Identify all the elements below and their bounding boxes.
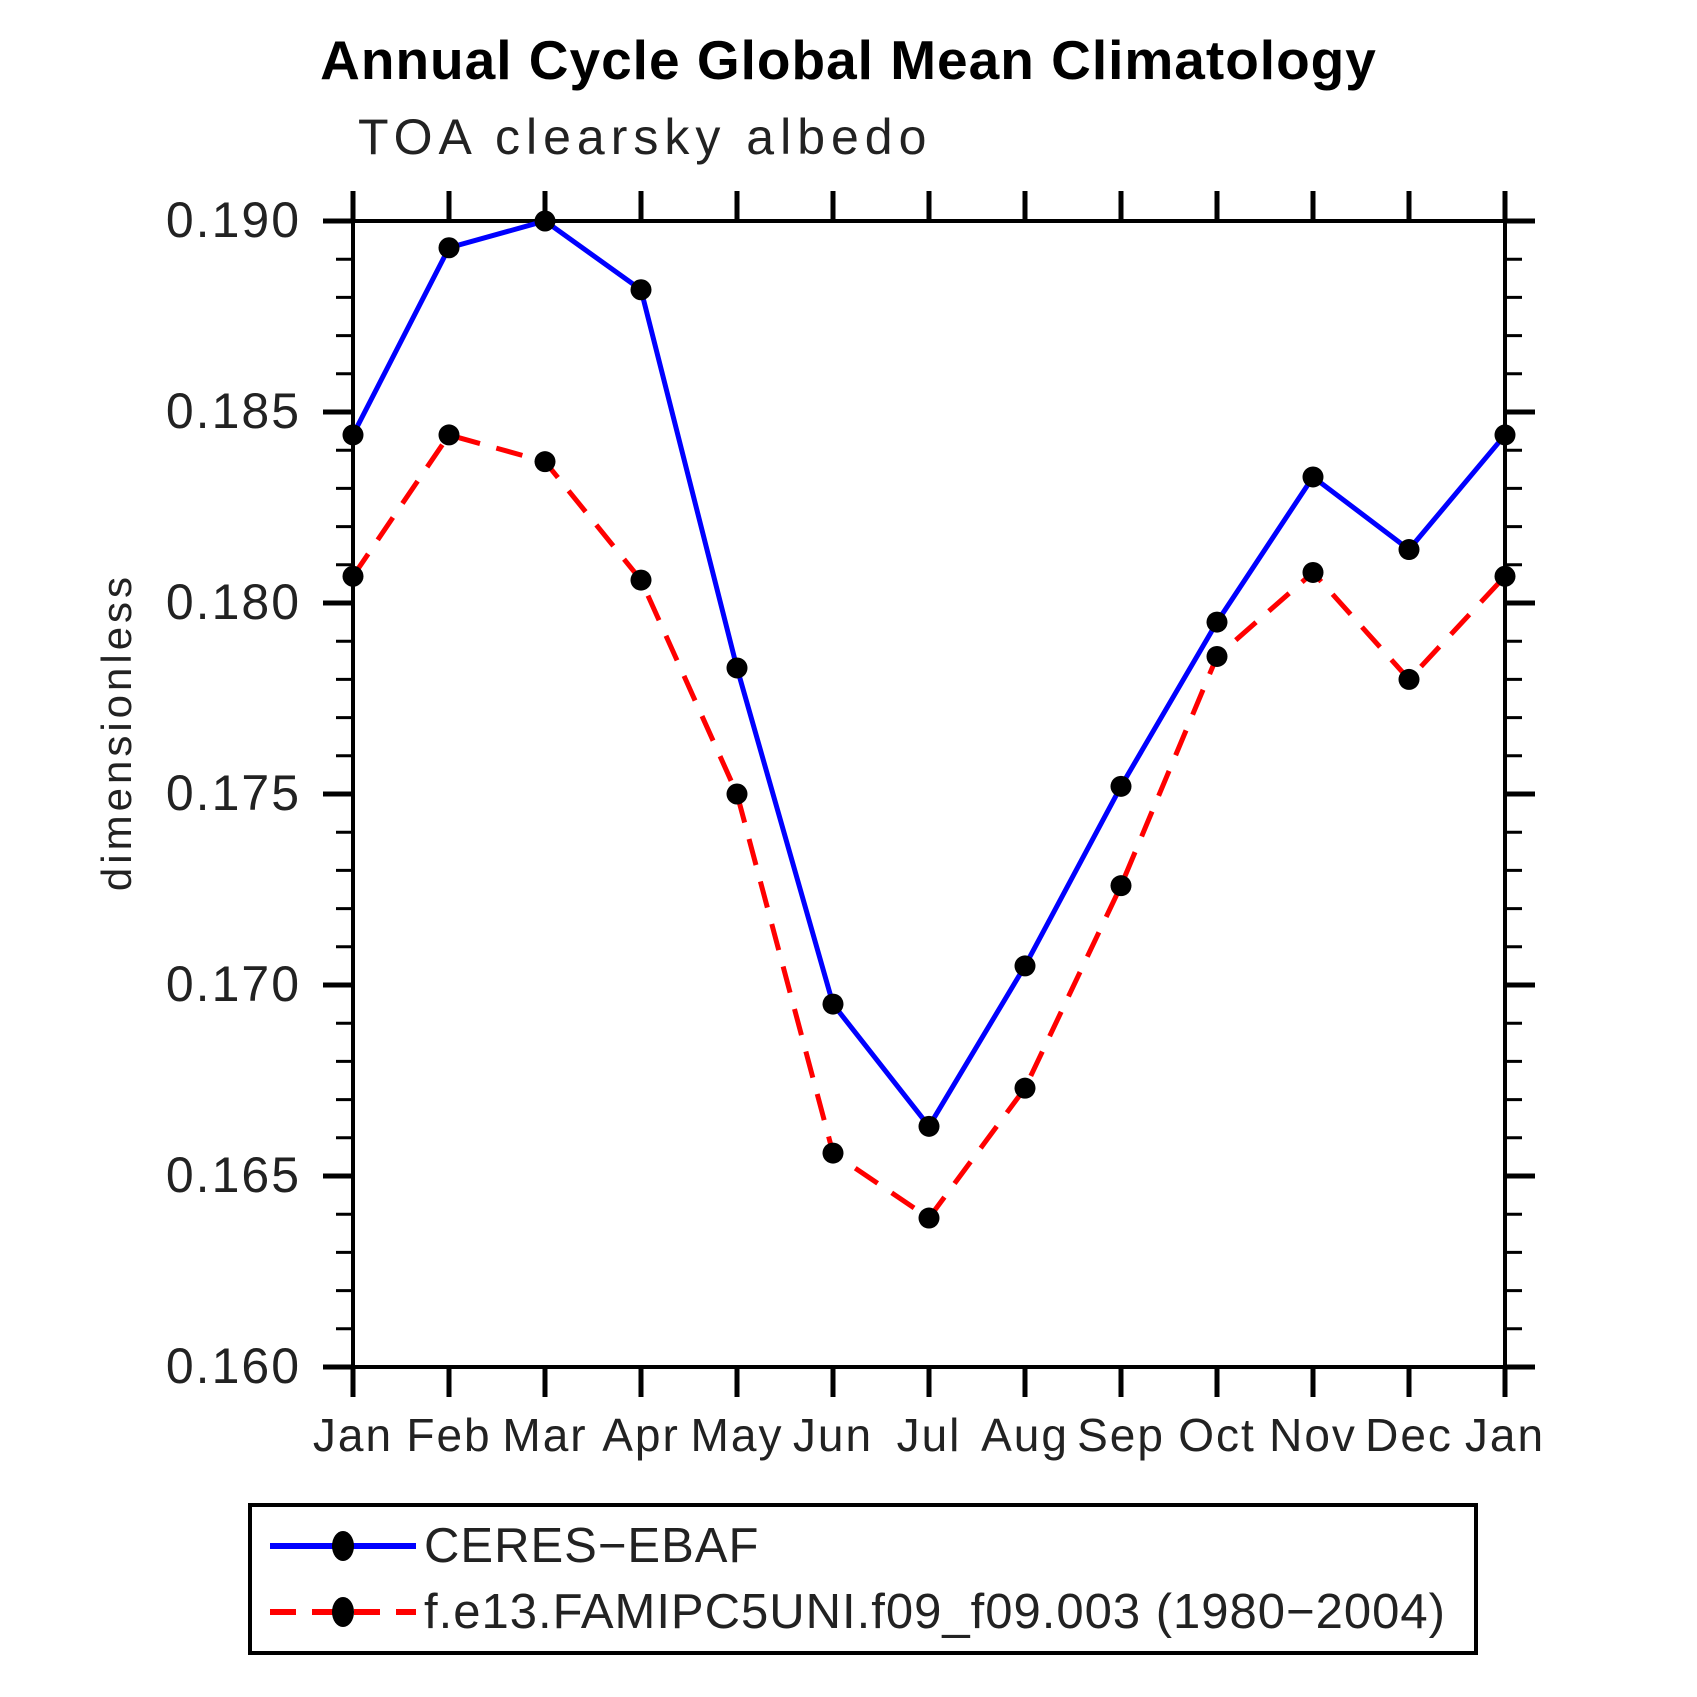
y-tick-label-0.185: 0.185 [166,383,301,439]
data-point-ceres-ebaf-may-4 [726,657,748,679]
data-point-ceres-ebaf-feb-1 [438,237,460,259]
data-point-ceres-ebaf-apr-3 [630,279,652,301]
legend-box: CERES−EBAF f.e13.FAMIPC5UNI.f09_f09.003 … [248,1503,1478,1655]
legend-label-model: f.e13.FAMIPC5UNI.f09_f09.003 (1980−2004) [424,1585,1446,1639]
x-tick-label-mar-2: Mar [502,1409,587,1461]
y-tick-label-0.170: 0.170 [166,956,301,1012]
data-point-model-jun-5 [822,1142,844,1164]
x-tick-label-apr-3: Apr [602,1409,680,1461]
legend-label-obs: CERES−EBAF [424,1519,760,1573]
legend-marker-obs [332,1531,354,1561]
data-point-model-may-4 [726,783,748,805]
data-point-model-mar-2 [534,451,556,473]
x-tick-label-may-4: May [691,1409,784,1461]
data-point-model-sep-8 [1110,875,1132,897]
data-point-ceres-ebaf-nov-10 [1302,466,1324,488]
legend-entry-obs: CERES−EBAF [268,1513,1474,1579]
data-point-model-feb-1 [438,424,460,446]
plot-frame [351,219,1507,1369]
x-tick-label-oct-9: Oct [1178,1409,1256,1461]
legend-sample-solid-line [270,1531,416,1561]
data-point-ceres-ebaf-oct-9 [1206,611,1228,633]
chart-subtitle: TOA clearsky albedo [358,109,933,165]
x-tick-label-jan-0: Jan [313,1409,393,1461]
x-tick-label-sep-8: Sep [1077,1409,1165,1461]
y-tick-label-0.165: 0.165 [166,1147,301,1203]
y-tick-label-0.180: 0.180 [166,574,301,630]
y-tick-label-0.190: 0.190 [166,192,301,248]
data-point-model-dec-11 [1398,668,1420,690]
x-tick-label-nov-10: Nov [1269,1409,1357,1461]
data-point-ceres-ebaf-jan-0 [342,424,364,446]
data-point-ceres-ebaf-sep-8 [1110,775,1132,797]
series-line-ceres-ebaf [350,218,1507,1131]
x-tick-label-aug-7: Aug [981,1409,1069,1461]
legend-sample-dashed-line [270,1597,416,1627]
data-point-ceres-ebaf-aug-7 [1014,955,1036,977]
series-line-model [350,432,1507,1222]
data-point-model-jan-12 [1494,565,1516,587]
x-tick-label-feb-1: Feb [406,1409,491,1461]
data-point-model-aug-7 [1014,1077,1036,1099]
data-point-model-nov-10 [1302,561,1324,583]
legend-entry-model: f.e13.FAMIPC5UNI.f09_f09.003 (1980−2004) [268,1579,1474,1645]
data-point-model-apr-3 [630,569,652,591]
x-tick-label-jul-6: Jul [897,1409,962,1461]
data-point-model-jan-0 [342,565,364,587]
chart-title: Annual Cycle Global Mean Climatology [320,29,1377,91]
data-point-ceres-ebaf-jun-5 [822,993,844,1015]
x-tick-label-dec-11: Dec [1365,1409,1453,1461]
data-point-ceres-ebaf-jan-12 [1494,424,1516,446]
x-tick-label-jan-12: Jan [1465,1409,1545,1461]
data-point-model-jul-6 [918,1207,940,1229]
data-point-ceres-ebaf-jul-6 [918,1115,940,1137]
data-point-model-oct-9 [1206,645,1228,667]
data-point-ceres-ebaf-dec-11 [1398,539,1420,561]
y-tick-label-0.160: 0.160 [166,1338,301,1394]
y-tick-label-0.175: 0.175 [166,765,301,821]
legend-marker-model [332,1597,354,1627]
x-tick-label-jun-5: Jun [793,1409,873,1461]
data-point-ceres-ebaf-mar-2 [534,210,556,232]
